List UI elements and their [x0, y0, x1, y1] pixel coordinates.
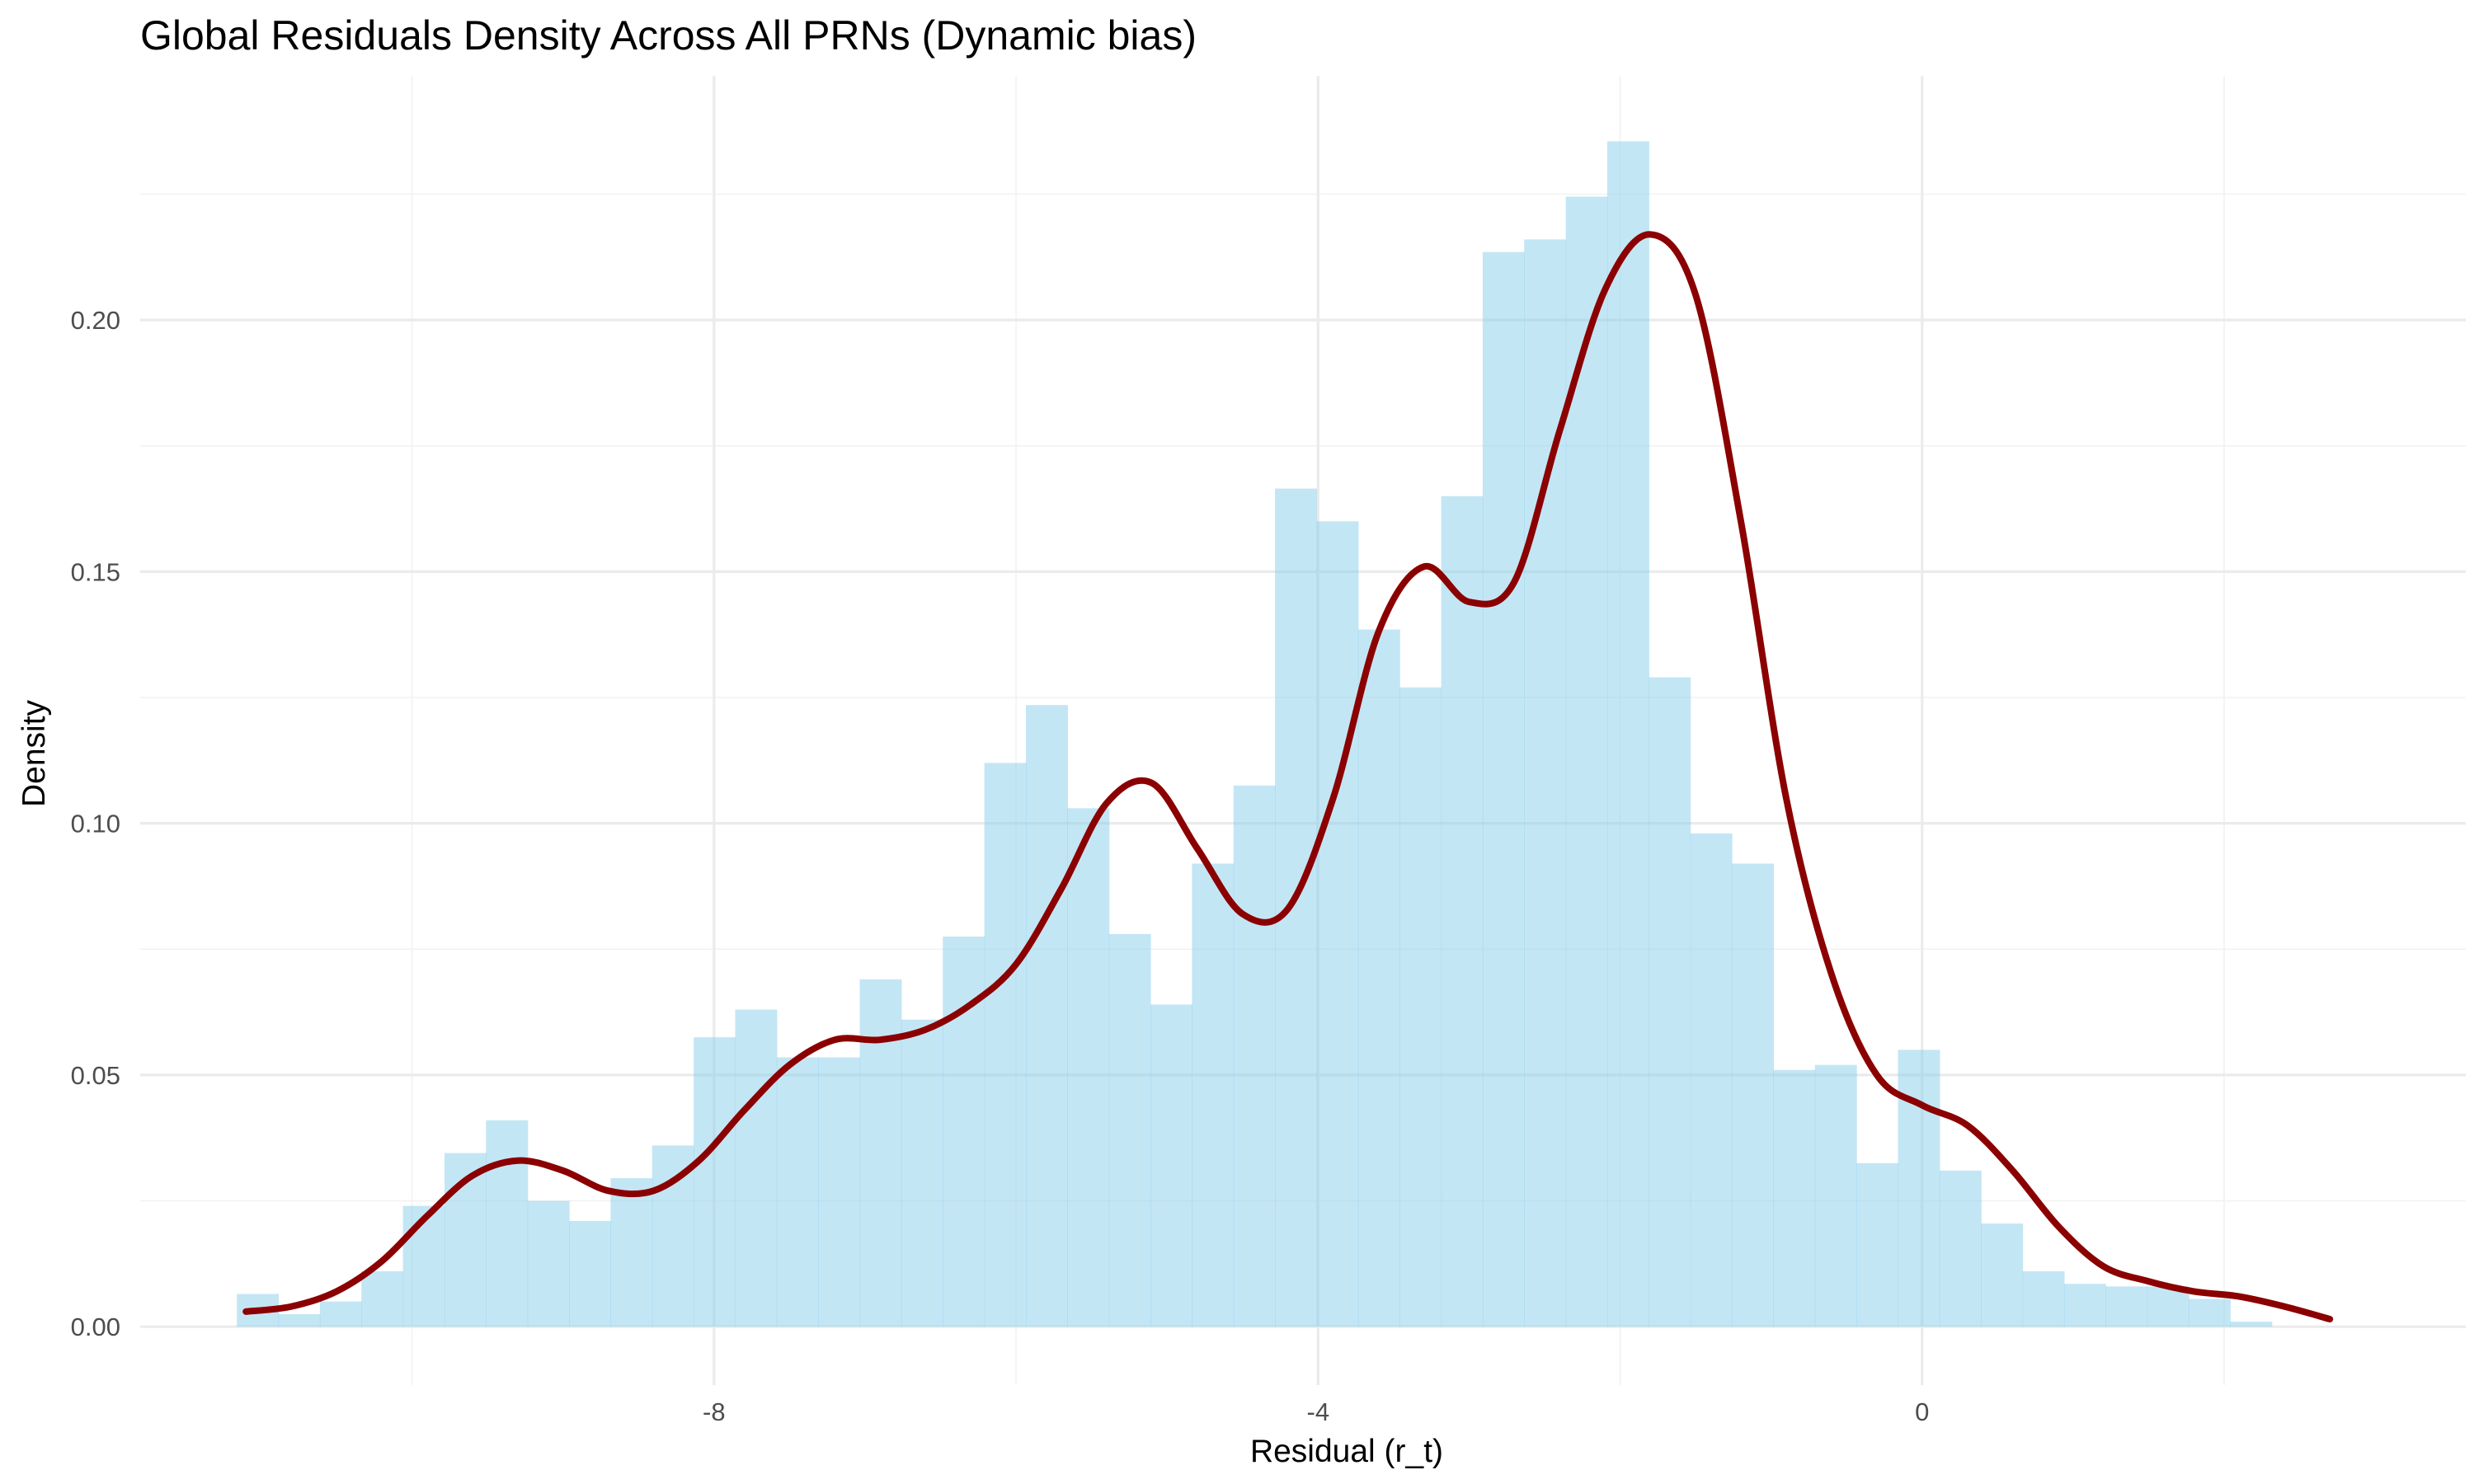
density-curve-layer	[242, 231, 2334, 1323]
histogram-bar	[1690, 833, 1733, 1327]
histogram-bar	[1233, 785, 1276, 1327]
histogram-bar	[2147, 1286, 2189, 1327]
histogram-bar	[735, 1009, 778, 1327]
histogram-bar	[1067, 808, 1110, 1327]
y-tick-label: 0.00	[71, 1313, 120, 1341]
histogram-bar	[1732, 863, 1775, 1327]
histogram-bar	[901, 1019, 943, 1327]
histogram-bar	[651, 1145, 694, 1327]
histogram-bar	[2105, 1286, 2148, 1327]
x-tick-label: -4	[1307, 1397, 1330, 1426]
histogram-bar	[402, 1205, 445, 1327]
histogram-bar	[694, 1037, 736, 1327]
x-tick-label: -8	[703, 1397, 726, 1426]
histogram-bar	[361, 1271, 404, 1327]
histogram-bar	[1441, 495, 1484, 1327]
y-axis-title: Density	[16, 699, 52, 807]
histogram-bar	[818, 1057, 861, 1327]
histogram-bar	[1898, 1050, 1940, 1327]
histogram-bar	[1399, 687, 1442, 1327]
histogram-bar	[1108, 933, 1151, 1327]
y-tick-label: 0.20	[71, 306, 120, 335]
histogram-bar	[1316, 521, 1359, 1327]
histogram-bar	[859, 979, 902, 1327]
histogram-bar	[1649, 677, 1691, 1327]
histogram-bar	[1357, 629, 1400, 1327]
histogram-bar	[1856, 1162, 1899, 1327]
histogram-bar	[527, 1200, 570, 1327]
histogram-bar	[1025, 705, 1068, 1327]
tick-labels: -8 -4 0 0.00 0.05 0.10 0.15 0.20	[71, 306, 1930, 1426]
histogram-bar	[1814, 1064, 1857, 1327]
histogram-bars	[237, 141, 2273, 1327]
chart-title: Global Residuals Density Across All PRNs…	[140, 12, 1197, 59]
histogram-bar	[2230, 1322, 2273, 1327]
y-tick-label: 0.15	[71, 557, 120, 586]
x-axis-title: Residual (r_t)	[1250, 1434, 1443, 1469]
x-tick-label: 0	[1915, 1397, 1929, 1426]
histogram-bar	[1524, 239, 1567, 1327]
histogram-bar	[278, 1313, 321, 1327]
histogram-bar	[1939, 1170, 1982, 1327]
histogram-bar	[776, 1057, 819, 1327]
histogram-bar	[1275, 488, 1318, 1327]
histogram-bar	[1192, 863, 1235, 1327]
histogram-bar	[319, 1301, 362, 1327]
density-curve	[242, 231, 2334, 1323]
histogram-bar	[486, 1120, 529, 1327]
histogram-bar	[610, 1178, 653, 1327]
histogram-bar	[1565, 196, 1608, 1327]
histogram-bar	[569, 1220, 612, 1327]
histogram-bar	[1150, 1004, 1193, 1327]
y-tick-label: 0.05	[71, 1061, 120, 1090]
y-tick-label: 0.10	[71, 810, 120, 838]
histogram-bar	[1482, 251, 1525, 1327]
histogram-bar	[2063, 1284, 2106, 1327]
histogram-bar	[1773, 1069, 1816, 1327]
histogram-bar	[1981, 1223, 2024, 1327]
histogram-bar	[984, 763, 1027, 1327]
histogram-bar	[1606, 141, 1649, 1327]
histogram-bar	[2188, 1298, 2231, 1327]
histogram-bar	[2022, 1271, 2065, 1327]
